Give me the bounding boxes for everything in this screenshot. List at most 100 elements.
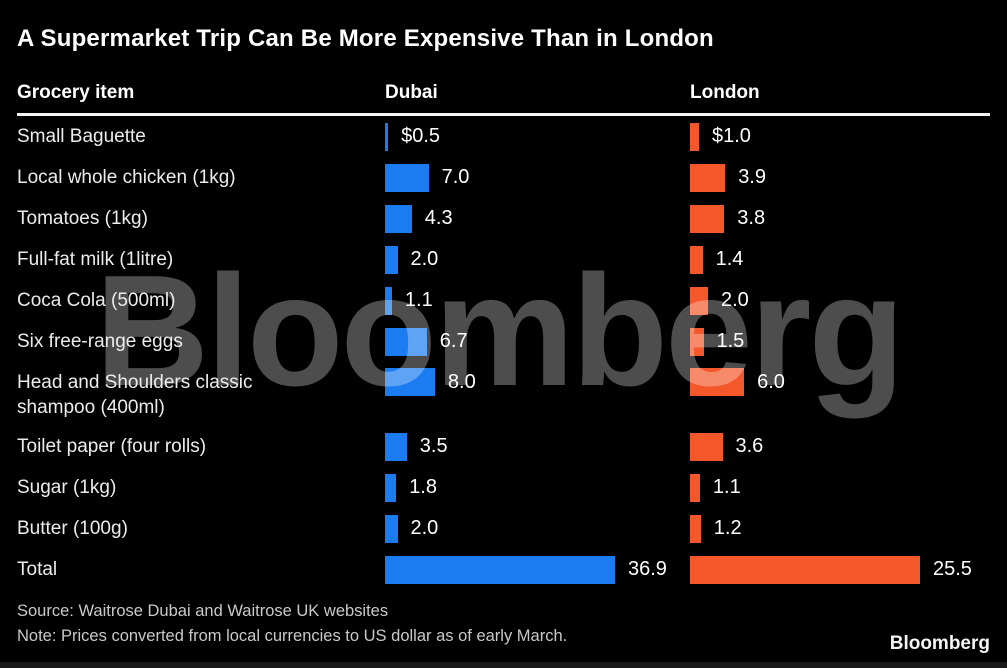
london-cell: 25.5 <box>690 555 990 584</box>
dubai-cell: 3.5 <box>385 432 690 461</box>
london-cell: 1.2 <box>690 514 990 543</box>
grocery-item-label: Small Baguette <box>17 126 146 147</box>
london-cell: 1.4 <box>690 245 990 274</box>
dubai-value: $0.5 <box>401 125 441 147</box>
grocery-item-label: Head and Shoulders classic shampoo (400ml… <box>17 372 253 418</box>
grocery-item-label: Coca Cola (500ml) <box>17 290 176 311</box>
dubai-value: 2.0 <box>410 517 439 539</box>
london-bar <box>690 122 699 151</box>
table-row: Coca Cola (500ml) 1.1 2.0 <box>17 280 990 321</box>
dubai-cell: 2.0 <box>385 514 690 543</box>
dubai-cell: 1.8 <box>385 473 690 502</box>
london-bar <box>690 163 726 192</box>
dubai-value: 36.9 <box>628 558 667 580</box>
london-value: 3.6 <box>735 435 764 457</box>
london-cell: 1.1 <box>690 473 990 502</box>
london-bar <box>690 204 725 233</box>
london-cell: 6.0 <box>690 362 990 396</box>
dubai-bar <box>385 245 398 274</box>
dubai-cell: 36.9 <box>385 555 690 584</box>
column-header-row: Grocery item Dubai London <box>17 82 990 113</box>
london-bar <box>690 432 723 461</box>
column-header-grocery-item: Grocery item <box>17 82 135 103</box>
grocery-item-label: Full-fat milk (1litre) <box>17 249 174 270</box>
conversion-note: Note: Prices converted from local curren… <box>17 627 568 645</box>
london-bar <box>690 514 701 543</box>
header-divider <box>17 113 990 116</box>
london-bar <box>690 327 704 356</box>
table-row: Head and Shoulders classic shampoo (400ml… <box>17 362 990 426</box>
london-value: 1.2 <box>713 517 742 539</box>
london-cell: 1.5 <box>690 327 990 356</box>
london-value: 3.9 <box>738 166 766 188</box>
dubai-value: 6.7 <box>439 330 468 352</box>
footer: Source: Waitrose Dubai and Waitrose UK w… <box>17 599 990 649</box>
dubai-bar <box>385 555 615 584</box>
dubai-value: 1.1 <box>404 289 433 311</box>
london-value: 2.0 <box>721 289 749 311</box>
london-cell: 3.9 <box>690 163 990 192</box>
dubai-bar <box>385 327 427 356</box>
grocery-item-label: Total <box>17 559 58 580</box>
bloomberg-logo: Bloomberg <box>889 633 990 654</box>
column-header-london: London <box>690 82 760 103</box>
table-row-total: Total 36.9 25.5 <box>17 549 990 590</box>
dubai-value: 1.8 <box>409 476 437 498</box>
source-note: Source: Waitrose Dubai and Waitrose UK w… <box>17 602 389 620</box>
london-cell: 3.6 <box>690 432 990 461</box>
london-cell: 3.8 <box>690 204 990 233</box>
grocery-item-label: Local whole chicken (1kg) <box>17 167 236 188</box>
dubai-bar <box>385 163 429 192</box>
dubai-bar <box>385 286 392 315</box>
table-row: Full-fat milk (1litre) 2.0 1.4 <box>17 239 990 280</box>
dubai-cell: 7.0 <box>385 163 690 192</box>
dubai-value: 3.5 <box>419 435 448 457</box>
table-row: Butter (100g) 2.0 1.2 <box>17 508 990 549</box>
dubai-cell: 8.0 <box>385 362 690 396</box>
london-value: 25.5 <box>933 558 972 580</box>
dubai-bar <box>385 432 407 461</box>
table-row: Tomatoes (1kg) 4.3 3.8 <box>17 198 990 239</box>
rows: Small Baguette $0.5 $1.0 Local whole chicke… <box>17 116 990 590</box>
london-bar <box>690 286 708 315</box>
london-value: 3.8 <box>737 207 766 229</box>
grocery-item-label: Toilet paper (four rolls) <box>17 436 207 457</box>
table-row: Six free-range eggs 6.7 1.5 <box>17 321 990 362</box>
dubai-cell: 1.1 <box>385 286 690 315</box>
dubai-value: 8.0 <box>447 370 476 393</box>
dubai-bar <box>385 473 397 502</box>
dubai-cell: 6.7 <box>385 327 690 356</box>
dubai-bar <box>385 204 412 233</box>
dubai-bar <box>385 368 435 396</box>
grocery-item-label: Six free-range eggs <box>17 331 183 352</box>
london-value: 1.1 <box>712 476 741 498</box>
dubai-value: 2.0 <box>410 248 439 270</box>
london-bar <box>690 245 703 274</box>
london-value: 6.0 <box>757 370 785 393</box>
grocery-item-label: Sugar (1kg) <box>17 477 117 498</box>
table-row: Sugar (1kg) 1.8 1.1 <box>17 467 990 508</box>
london-bar <box>690 555 920 584</box>
dubai-value: 7.0 <box>441 166 470 188</box>
london-value: 1.4 <box>715 248 744 270</box>
dubai-bar <box>385 122 389 151</box>
london-value: $1.0 <box>712 125 751 147</box>
dubai-value: 4.3 <box>424 207 453 229</box>
table-row: Local whole chicken (1kg) 7.0 3.9 <box>17 157 990 198</box>
london-cell: $1.0 <box>690 122 990 151</box>
bottom-strip <box>0 662 1007 668</box>
table-row: Small Baguette $0.5 $1.0 <box>17 116 990 157</box>
dubai-cell: 2.0 <box>385 245 690 274</box>
london-value: 1.5 <box>716 330 745 352</box>
london-bar <box>690 368 745 396</box>
dubai-cell: 4.3 <box>385 204 690 233</box>
grocery-item-label: Tomatoes (1kg) <box>17 208 148 229</box>
page-title: A Supermarket Trip Can Be More Expensive… <box>17 25 714 52</box>
london-cell: 2.0 <box>690 286 990 315</box>
grocery-item-label: Butter (100g) <box>17 518 128 539</box>
column-header-dubai: Dubai <box>385 82 438 103</box>
london-bar <box>690 473 700 502</box>
dubai-cell: $0.5 <box>385 122 690 151</box>
dubai-bar <box>385 514 398 543</box>
